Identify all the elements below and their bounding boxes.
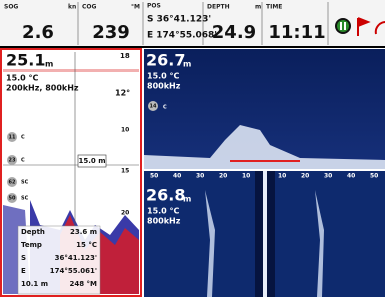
range-label: 30 [196,173,204,180]
target-size: 11 [9,135,16,141]
range-label: 50 [150,173,158,180]
time-value: 11:11 [268,22,325,43]
info-value: 15 °C [76,241,97,249]
cog-value: 239 [92,22,130,43]
range-label: 30 [324,173,332,180]
depth-value: 25.1 [6,51,45,70]
range-label: 40 [173,173,181,180]
range-label: 40 [347,173,355,180]
range-label: 20 [219,173,227,180]
depth-value: 26.7 [146,51,185,70]
info-key: E [21,267,26,275]
target-size: 50 [9,196,16,202]
info-key: Depth [21,228,45,236]
scale-label: 10 [121,127,129,134]
scale-label: 15 [121,168,129,175]
info-key: S [21,254,26,262]
info-value: 23.6 m [70,228,97,236]
info-key: 10.1 m [21,280,48,288]
pos-label: POS [147,3,161,10]
pos-lon: E 174°55.068' [147,31,217,41]
sog-value: 2.6 [22,22,54,43]
temperature: 15.0 °C [147,72,180,81]
cursor-depth: 15.0 m [78,157,105,165]
temperature: 15.0 °C [147,207,180,216]
target-size: 23 [9,158,16,164]
depth-unit: m [45,60,53,69]
frequency: 800kHz [147,82,181,91]
pos-lat: S 36°41.123' [147,15,211,25]
sog-label: SOG [4,4,18,11]
range: 18 [120,52,130,60]
target-type: C [21,158,25,164]
target-size: 14 [150,104,157,110]
range-label: 20 [301,173,309,180]
target-type: C [163,105,167,111]
frequency: 200kHz, 800kHz [6,84,79,93]
info-value: 248 °M [69,280,97,288]
target-type: SC [21,196,29,202]
info-value: 36°41.123' [55,254,97,262]
temperature: 15.0 °C [6,74,39,83]
range-label: 10 [278,173,286,180]
depth-value: 26.8 [146,186,185,205]
range-label: 10 [242,173,250,180]
target-type: C [21,135,25,141]
range-label: 50 [370,173,378,180]
depth-unit: m [255,4,261,11]
info-value: 174°55.061' [50,267,97,275]
scale-label: 20 [121,210,129,217]
sog-unit: kn [68,4,76,11]
cog-label: COG [82,4,97,11]
depth-label: DEPTH [207,4,230,11]
sonar-screen: SOG kn 2.6 COG °M 239 POS S 36°41.123' E… [0,0,385,297]
depth-unit: m [183,60,191,69]
time-label: TIME [266,4,282,11]
target-type: SC [21,180,29,186]
info-key: Temp [21,241,42,249]
target-size: 62 [9,180,16,186]
depth-unit: m [183,195,191,204]
angle: 12° [115,89,130,98]
depth-value: 24.9 [212,22,256,43]
cog-unit: °M [131,4,140,11]
frequency: 800kHz [147,217,181,226]
